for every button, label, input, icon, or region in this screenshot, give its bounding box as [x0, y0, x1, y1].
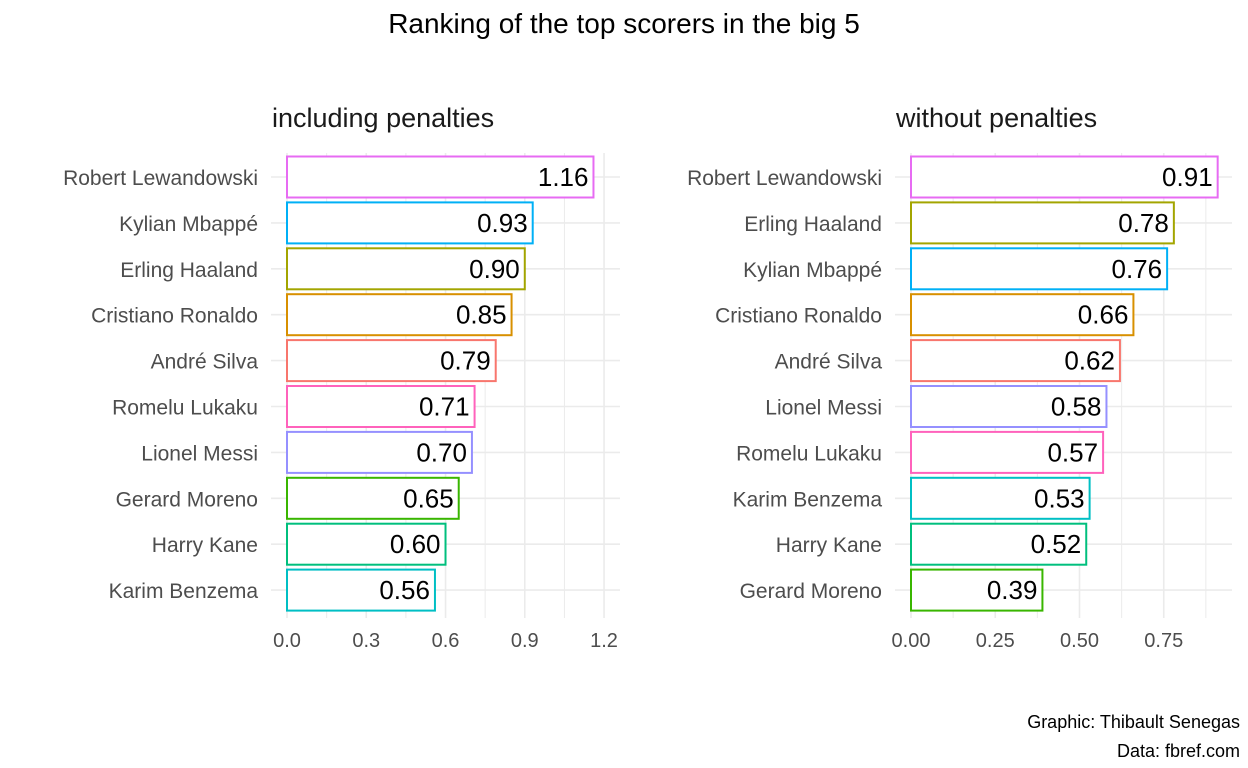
- category-label: Romelu Lukaku: [736, 442, 882, 465]
- bar-value-label: 0.57: [1047, 437, 1098, 467]
- bar-value-label: 0.78: [1118, 208, 1169, 238]
- panel-without-penalties: without penalties 0.91 Robert Lewandowski 0…: [687, 103, 1232, 652]
- bar-value-label: 0.60: [390, 529, 441, 559]
- bar-value-label: 0.70: [416, 437, 467, 467]
- x-tick-label: 0.6: [432, 630, 460, 652]
- category-label: André Silva: [775, 351, 883, 374]
- bar: [286, 201, 534, 245]
- category-label: Kylian Mbappé: [119, 213, 258, 236]
- bar-value-label: 0.71: [419, 392, 470, 422]
- bar-value-label: 0.76: [1112, 254, 1163, 284]
- bar-value-label: 0.91: [1162, 162, 1213, 192]
- bar: [910, 522, 1088, 566]
- bar: [286, 247, 526, 291]
- bar-value-label: 1.16: [538, 162, 589, 192]
- category-label: Romelu Lukaku: [112, 397, 258, 420]
- bar: [910, 155, 1219, 199]
- x-tick-label: 0.75: [1144, 630, 1183, 652]
- bar: [910, 385, 1108, 428]
- category-label: Robert Lewandowski: [63, 167, 258, 190]
- category-label: Robert Lewandowski: [687, 167, 882, 190]
- bar-value-label: 0.85: [456, 300, 507, 330]
- bar-value-label: 0.62: [1064, 346, 1115, 376]
- category-label: Karim Benzema: [733, 488, 883, 511]
- bar: [286, 385, 476, 428]
- bar-value-label: 0.65: [403, 483, 454, 513]
- x-tick-label: 0.50: [1060, 630, 1099, 652]
- category-label: Lionel Messi: [141, 442, 258, 465]
- category-label: André Silva: [151, 351, 259, 374]
- category-label: Kylian Mbappé: [743, 259, 882, 282]
- bar: [286, 568, 436, 612]
- x-tick-label: 0.9: [511, 630, 539, 652]
- bar: [910, 201, 1175, 245]
- bar-value-label: 0.66: [1078, 300, 1129, 330]
- bar-value-label: 0.52: [1031, 529, 1082, 559]
- category-label: Gerard Moreno: [116, 488, 258, 511]
- category-label: Erling Haaland: [744, 213, 882, 236]
- bar-value-label: 0.58: [1051, 392, 1102, 422]
- bar: [910, 430, 1105, 474]
- bar: [286, 476, 460, 520]
- category-label: Gerard Moreno: [740, 580, 882, 603]
- facet-title: including penalties: [272, 103, 494, 133]
- bar: [910, 293, 1135, 337]
- bar-value-label: 0.93: [477, 208, 528, 238]
- caption-author: Graphic: Thibault Senegas: [1027, 712, 1240, 732]
- x-tick-label: 1.2: [590, 630, 618, 652]
- caption-source: Data: fbref.com: [1117, 741, 1240, 761]
- bar: [910, 247, 1169, 291]
- bar-value-label: 0.56: [379, 575, 430, 605]
- bar: [910, 339, 1121, 383]
- x-tick-label: 0.3: [352, 630, 380, 652]
- facet-title: without penalties: [895, 103, 1097, 133]
- x-tick-label: 0.0: [273, 630, 301, 652]
- bar: [910, 568, 1044, 612]
- bar: [910, 476, 1091, 520]
- category-label: Lionel Messi: [765, 397, 882, 420]
- category-label: Erling Haaland: [120, 259, 258, 282]
- bar-value-label: 0.53: [1034, 483, 1085, 513]
- bar: [286, 155, 595, 199]
- bar-value-label: 0.79: [440, 346, 491, 376]
- bar: [286, 293, 513, 337]
- x-tick-label: 0.25: [976, 630, 1015, 652]
- bar: [286, 339, 497, 383]
- bar-value-label: 0.39: [987, 575, 1038, 605]
- panel-including-penalties: including penalties 1.16 Robert Lewandowsk…: [63, 103, 620, 652]
- bar-value-label: 0.90: [469, 254, 520, 284]
- bar: [286, 522, 447, 566]
- category-label: Cristiano Ronaldo: [715, 305, 882, 328]
- x-tick-label: 0.00: [892, 630, 931, 652]
- bar: [286, 430, 473, 474]
- category-label: Harry Kane: [152, 534, 258, 557]
- category-label: Harry Kane: [776, 534, 882, 557]
- category-label: Cristiano Ronaldo: [91, 305, 258, 328]
- chart-title: Ranking of the top scorers in the big 5: [388, 8, 860, 39]
- category-label: Karim Benzema: [109, 580, 259, 603]
